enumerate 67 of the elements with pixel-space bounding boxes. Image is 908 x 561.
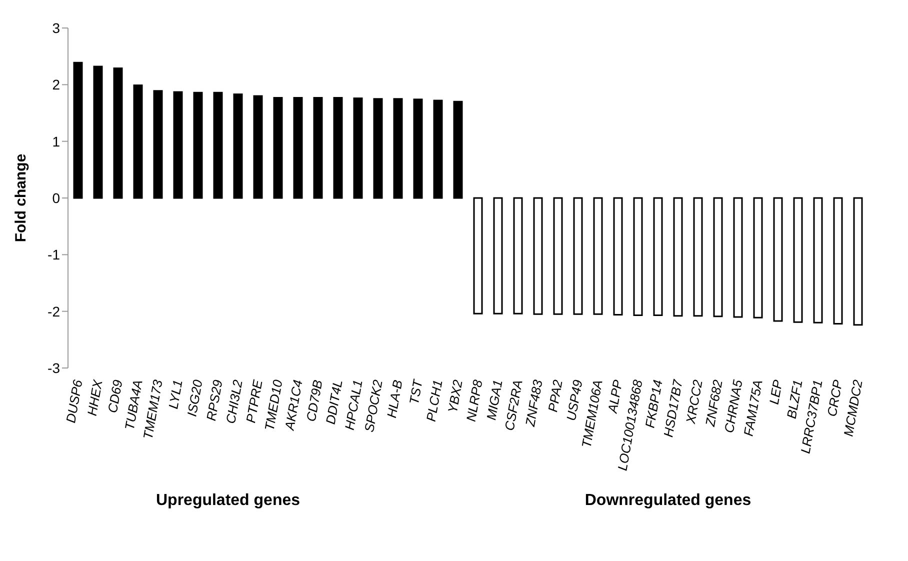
bar	[353, 98, 363, 199]
bar	[733, 197, 743, 318]
x-tick-label: USP49	[563, 378, 586, 422]
bar	[773, 197, 783, 322]
bar	[853, 197, 863, 326]
y-tick-label: 2	[52, 76, 60, 93]
bar	[273, 96, 283, 199]
bar	[673, 197, 683, 317]
bar	[153, 90, 163, 199]
text: Downregulated genes	[584, 492, 752, 510]
bar	[713, 197, 723, 318]
x-tick-label: PLCH1	[423, 378, 446, 423]
x-tick-label: PPA2	[545, 378, 566, 414]
bar	[413, 98, 423, 199]
text: Upregulated genes	[154, 492, 302, 510]
y-axis-title: Fold change	[12, 154, 30, 242]
bar	[313, 96, 323, 199]
bar	[833, 197, 843, 325]
bar	[473, 197, 483, 314]
bar	[573, 197, 583, 315]
x-tick-label: YBX2	[444, 378, 466, 414]
x-tick-label: CHI3L2	[222, 378, 246, 425]
x-tick-label: BLZF1	[784, 378, 806, 420]
x-tick-label: NLRP8	[463, 378, 486, 423]
y-tick-label: -1	[48, 246, 60, 263]
y-tick-label: 3	[52, 20, 60, 36]
x-tick-label: LYL1	[166, 378, 186, 410]
bar	[453, 100, 463, 199]
bar	[793, 197, 803, 323]
bar	[73, 62, 83, 199]
x-tick-label: DUSP6	[63, 378, 86, 424]
y-tick-label: 0	[52, 190, 60, 206]
bar	[133, 84, 143, 199]
bar	[213, 92, 223, 199]
bar	[233, 94, 243, 199]
bar	[693, 197, 703, 317]
bar	[613, 197, 623, 316]
bar	[253, 95, 263, 199]
bar	[193, 92, 203, 199]
bar	[93, 66, 103, 199]
bar	[333, 96, 343, 199]
bar	[533, 197, 543, 315]
x-tick-label: HLA-B	[384, 378, 406, 420]
x-tick-label: HHEX	[84, 377, 106, 417]
x-tick-label: LEP	[766, 378, 786, 406]
x-tick-label: FAM175A	[740, 378, 766, 438]
bar	[173, 91, 183, 199]
y-tick-label: -2	[48, 303, 60, 320]
bar	[113, 67, 123, 199]
bar	[653, 197, 663, 316]
y-tick-label: 1	[52, 133, 60, 150]
bar	[513, 197, 523, 314]
bar	[813, 197, 823, 324]
y-tick-label: -3	[48, 360, 60, 376]
bar	[633, 197, 643, 316]
bar	[593, 197, 603, 315]
bar	[393, 98, 403, 199]
x-tick-label: TST	[406, 378, 426, 406]
bar	[493, 197, 503, 314]
bar	[553, 197, 563, 315]
bar	[373, 98, 383, 199]
bar	[433, 100, 443, 199]
bar	[293, 96, 303, 199]
x-tick-label: RPS29	[203, 378, 226, 422]
x-tick-label: CD79B	[303, 378, 326, 423]
x-tick-label: ISG20	[184, 378, 206, 418]
bar	[753, 197, 763, 318]
